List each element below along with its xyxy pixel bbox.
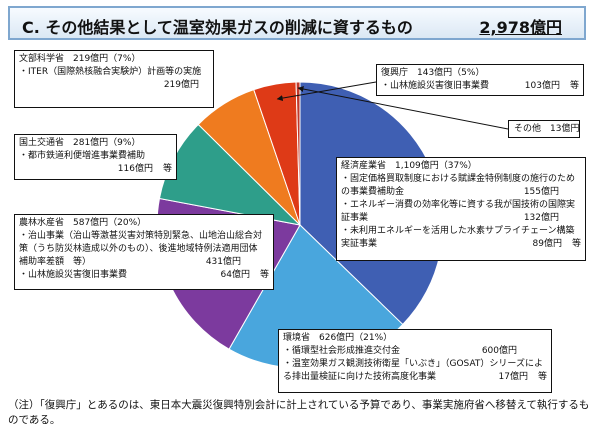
item-label: ・都市鉄道利便増進事業費補助	[19, 151, 146, 161]
footnote: （注）「復興庁」とあるのは、東日本大震災復興特別会計に計上されている予算であり、…	[8, 399, 590, 426]
box-item-mext-1: ・ITER（国際熱核融合実験炉）計画等の実施	[19, 66, 209, 79]
item-amount: 103億円	[524, 81, 560, 91]
box-head-mext: 文部科学省 219億円（7%）	[19, 54, 141, 64]
item-amount: 89億円	[532, 239, 562, 249]
pie-slice-6	[295, 81, 301, 226]
item-etc: 等	[162, 164, 172, 174]
chart-title: C. その他結果として温室効果ガスの削減に資するもの	[22, 18, 413, 37]
item-amount: 17億円	[498, 372, 528, 382]
item-amount: 431億円	[205, 257, 241, 267]
label-box-env: 環境省 626億円（21%） ・循環型社会形成推進交付金 600億円 ・温室効果…	[278, 329, 552, 393]
total-amount: 2,978億円	[479, 18, 562, 37]
item-label: ・未利用エネルギーを活用した水素サプライチェーン構築実証事業	[341, 226, 575, 249]
item-label: ・エネルギー消費の効率化等に資する我が国技術の国際実証事業	[341, 200, 576, 223]
label-box-mlit: 国土交通省 281億円（9%） ・都市鉄道利便増進事業費補助 116億円 等	[14, 134, 177, 180]
box-head-meti: 経済産業省 1,109億円（37%）	[341, 161, 477, 171]
label-box-maff: 農林水産省 587億円（20%） ・治山事業（治山等激甚災害対策特別緊急、山地治…	[14, 214, 274, 290]
item-amount: 64億円	[220, 270, 250, 280]
leader-arrow	[297, 86, 509, 130]
item-label: ・山林施設災害復旧事業費	[381, 81, 490, 91]
label-box-other: その他 13億円	[508, 120, 580, 138]
box-head-mlit: 国土交通省 281億円（9%）	[19, 138, 141, 148]
item-label: ・ITER（国際熱核融合実験炉）計画等の実施	[19, 67, 202, 77]
box-head-maff: 農林水産省 587億円（20%）	[19, 218, 147, 228]
box-head-reconstruction: 復興庁 143億円（5%）	[381, 68, 485, 78]
item-amount: 600億円	[481, 346, 517, 356]
item-amount: 116億円	[117, 164, 153, 174]
item-etc: 等	[569, 81, 579, 91]
leader-arrow	[276, 81, 377, 102]
item-amount: 219億円	[163, 80, 199, 90]
item-etc: 等	[537, 372, 547, 382]
label-box-reconstruction: 復興庁 143億円（5%） ・山林施設災害復旧事業費 103億円 等	[376, 64, 584, 96]
title-bar: C. その他結果として温室効果ガスの削減に資するもの 2,978億円	[8, 6, 586, 40]
item-label: ・固定価格買取制度における賦課金特例制度の施行のための事業費補助金	[341, 174, 576, 197]
item-amount: 155億円	[523, 187, 559, 197]
item-label: ・山林施設災害復旧事業費	[19, 270, 128, 280]
item-amount: 132億円	[523, 213, 559, 223]
label-box-meti: 経済産業省 1,109億円（37%） ・固定価格買取制度における賦課金特例制度の…	[336, 157, 586, 261]
item-label: ・循環型社会形成推進交付金	[283, 346, 401, 356]
item-etc: 等	[259, 270, 269, 280]
box-head-env: 環境省 626億円（21%）	[283, 333, 393, 343]
item-label: ・治山事業（治山等激甚災害対策特別緊急、山地治山総合対策（うち防災林造成以外のも…	[19, 231, 263, 267]
item-label: ・温室効果ガス観測技術衛星「いぶき」（GOSAT）シリーズによる排出量検証に向け…	[283, 359, 543, 382]
label-box-mext: 文部科学省 219億円（7%） ・ITER（国際熱核融合実験炉）計画等の実施 2…	[14, 50, 214, 108]
item-etc: 等	[571, 239, 581, 249]
box-head-other: その他 13億円	[514, 124, 580, 134]
